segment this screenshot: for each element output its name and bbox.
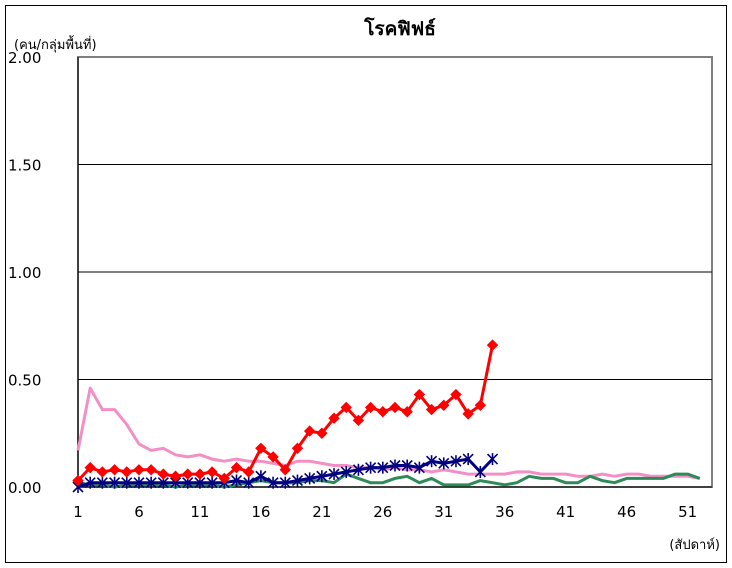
data-point-diamond [474,399,487,412]
data-point-diamond [303,425,316,437]
plot-area: 2.001.501.000.500.001 6 11 16 21 26 31 36 41 46 51 [8,49,713,521]
data-point-asterisk [267,476,279,489]
data-point-asterisk [84,476,96,489]
data-point-diamond [352,414,365,427]
data-point-asterisk [230,474,243,487]
series-3 [72,339,499,487]
x-axis-label: (สัปดาห์) [669,537,720,553]
data-point-asterisk [328,468,340,481]
data-point-diamond [389,401,401,414]
data-point-diamond [413,388,426,401]
data-point-diamond [291,442,304,455]
data-point-asterisk [96,476,108,489]
data-point-asterisk [145,476,157,489]
data-point-diamond [169,470,182,482]
data-point-diamond [96,466,109,478]
x-tick-label: 41 [556,503,575,521]
data-point-asterisk [438,457,450,470]
x-tick-label: 31 [434,503,453,521]
data-point-diamond [377,406,389,418]
data-point-asterisk [462,453,474,466]
data-point-diamond [255,442,267,455]
data-point-asterisk [255,470,267,483]
data-point-diamond [218,472,231,485]
data-point-diamond [279,464,291,476]
data-point-asterisk [109,476,121,489]
data-point-diamond [316,427,328,439]
data-point-asterisk [377,461,389,474]
data-point-asterisk [243,476,255,489]
data-point-diamond [157,468,170,480]
data-point-asterisk [206,476,218,489]
y-tick-label: 0.50 [8,372,41,390]
data-point-diamond [364,401,377,414]
data-point-diamond [182,468,194,480]
data-point-diamond [328,412,340,424]
y-tick-label: 1.50 [8,157,41,175]
series-line-0 [76,386,701,480]
data-point-asterisk [304,472,316,485]
x-tick-label: 6 [134,503,144,521]
chart-title: โรคฟิฟธ์ [363,17,436,40]
x-tick-label: 46 [617,503,636,521]
data-point-asterisk [401,459,413,472]
data-point-diamond [72,474,84,487]
x-tick-label: 51 [678,503,697,521]
series-line-1 [77,472,701,489]
data-point-asterisk [474,465,486,478]
data-point-asterisk [121,476,133,489]
data-point-asterisk [426,455,438,468]
data-point-diamond [401,406,413,418]
data-point-diamond [242,466,255,478]
series-0 [76,386,701,480]
data-point-diamond [108,464,121,476]
data-point-diamond [206,466,218,478]
series-2 [72,453,499,493]
x-tick-label: 26 [373,503,392,521]
data-point-diamond [450,388,462,401]
data-point-asterisk [279,476,291,489]
data-point-diamond [462,408,474,420]
y-axis-label: (คน/กลุ่มพื้นที่) [14,35,97,53]
data-point-diamond [230,461,243,474]
data-point-diamond [194,468,206,480]
data-point-diamond [84,461,96,474]
x-tick-label: 36 [495,503,514,521]
data-point-asterisk [450,455,462,468]
data-point-diamond [486,339,499,351]
data-point-asterisk [486,453,499,466]
data-point-diamond [145,464,157,476]
data-point-asterisk [352,463,364,476]
y-tick-label: 0.00 [8,479,41,497]
y-tick-label: 2.00 [8,49,41,67]
data-point-asterisk [133,476,145,489]
y-tick-label: 1.00 [8,264,41,282]
data-point-asterisk [291,474,304,487]
data-point-diamond [340,401,352,414]
x-tick-label: 16 [251,503,270,521]
data-point-asterisk [389,459,401,472]
data-point-diamond [121,466,133,478]
series-1 [77,472,701,489]
data-point-asterisk [340,465,352,478]
data-point-diamond [267,451,279,463]
x-tick-label: 21 [312,503,331,521]
data-point-asterisk [413,461,425,474]
data-point-asterisk [316,470,328,483]
x-tick-label: 1 [73,503,83,521]
data-point-diamond [438,399,450,412]
data-point-asterisk [365,461,377,474]
data-point-diamond [425,403,438,416]
x-tick-label: 11 [190,503,209,521]
data-point-diamond [133,464,145,476]
